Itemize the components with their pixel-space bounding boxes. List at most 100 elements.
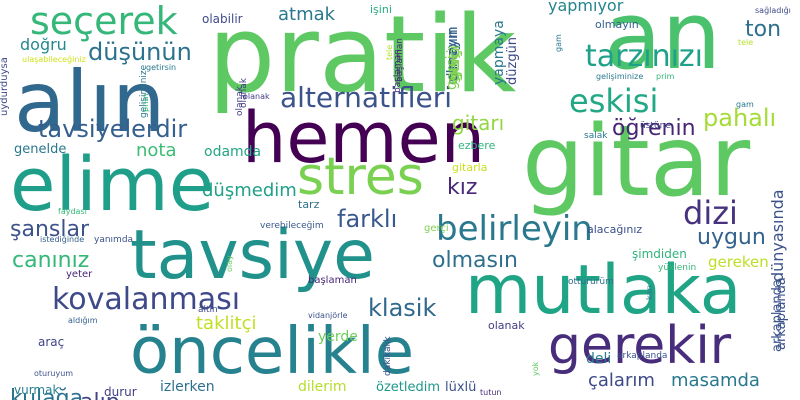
word-ton: ton [745,17,782,42]
word-ulasabileceginiz: tutun [480,388,502,397]
word-getirsin: istediğinde [40,235,85,244]
word-tavsiye: tavsiye [130,216,375,295]
word-izlerken: izlerken [160,379,215,395]
word-klasik: klasik [368,294,437,322]
word-dusunun: düşünün [88,38,192,66]
word-senedir: tele [738,38,754,47]
word-hemen: hemen [242,97,486,179]
word-belirleyin: belirleyin [436,209,593,249]
word-olmayin: düzgün [505,36,520,85]
word-gerci: gerçi [444,55,460,90]
word-gitar: gitar [522,105,751,219]
word-yapmaya: yapmaya [491,20,507,85]
word-sagladigi: gelişiminize [596,72,644,81]
word-olabilir: olabilir [202,12,243,26]
word-arac: araç [38,335,65,349]
word-oncelikle: öncelikle [130,315,415,389]
word-isini: işini [370,3,392,16]
word-genelde: genelde [14,142,67,157]
word-ottururum: verebileceğim [260,221,324,231]
word-baslaman: başlaman [393,49,403,93]
word-stres: stres [297,147,424,207]
word-yanimda: arkaplanda [617,351,668,361]
word-pahali: pahalı [703,104,777,132]
word-olanak: olanak [239,78,249,108]
word-duzgun: olmayın [595,18,639,31]
word-gelisiminize: uydurduysa [0,57,10,116]
word-tarzinizi: tarzınızı [585,39,703,74]
word-elime: elime [10,142,215,228]
word-diyenlerin: gam [736,100,754,109]
word-eskisi: eskisi [569,82,659,120]
word-dilerim: dilerim [298,379,347,395]
word-olanak: olanak [243,92,270,101]
word-dakikalik: dakikalık [383,336,393,376]
word-yapmiyor: yapmıyor [548,0,624,15]
word-prim: prim [141,93,150,112]
word-yerde: yerde [318,329,358,345]
word-dusmedim: düşmedim [202,180,297,201]
word-an: an [604,0,722,91]
word-alternatifleri: alternatifleri [280,81,452,114]
word-gam: gam [554,34,563,52]
word-gereken: gereken [708,253,769,271]
word-tavsiyelerdir: tavsiyelerdir [38,115,188,143]
word-caniniz: canınız [12,248,90,273]
word-gerekir: gerekir [548,316,732,376]
word-uygun: uygun [697,225,766,250]
word-aldigim: yeter [66,269,93,280]
word-dunyasinda: dünyasında [768,189,787,282]
word-vidanjorle: yanımda [94,235,134,245]
word-taklitci: taklitçi [196,313,257,334]
word-tarz: tarz [298,198,320,211]
word-alin: alın [14,53,166,151]
word-deli: deli [586,351,612,367]
word-kulaga: kulağa [10,386,84,400]
word-mutlaka: mutlaka [465,251,742,330]
word-kiz: kız [447,175,478,200]
word-sanslar: şanslar [10,217,89,242]
word-olmasin: olmasın [432,248,519,273]
word-verebilecegim: gerçi [424,223,449,234]
word-durur: durur [104,385,137,399]
word-ogrenin: öğrenin [612,116,696,141]
word-gitmeyin: prim [656,72,675,81]
word-pratik: pratik [208,0,517,116]
word-ezbere: ezbere [458,139,496,152]
word-secerek: seçerek [30,0,178,43]
word-nota: nota [136,140,177,161]
word-kovalanmasi: kovalanması [52,282,241,317]
word-tutun: oturuyum [34,369,74,378]
word-ozetledim: özetledim [376,380,441,395]
word-gitari: gitarı [452,111,505,135]
word-yeter: salak [584,131,608,141]
word-tele: tele [385,44,394,60]
word-luxlu: lüxlü [445,380,477,395]
word-faydasi: vidanjörle [308,311,348,320]
word-beklemeyin: getirsin [146,63,177,72]
word-calamiyorum: başlaman [308,275,357,286]
word-altin: üstüne [640,121,671,131]
word-odamda: odamda [204,144,262,160]
word-ustune: ottürürüm [568,277,614,287]
word-arkaplanda: arkaplanda [770,279,785,352]
word-istedigininde: aldığım [68,316,98,325]
word-uydurduysa: ulaşabileceğiniz [22,55,86,64]
word-farkli: farklı [337,205,398,233]
word-alacaginiz: alacağınız [587,223,643,236]
word-dogru: doğru [20,35,67,54]
word-simdiden: şimdiden [632,247,687,261]
word-kari: karı [645,285,654,300]
word-yuklenin: olanak [488,319,525,332]
word-olay: olay [225,255,234,272]
word-alip: alıp [80,392,120,400]
word-atmak: atmak [278,4,336,25]
word-asiri: sağladığı [755,6,791,15]
word-oturuyum: altın [198,305,218,315]
word-vurmak: vurmak [14,383,60,397]
word-dizi: dizi [683,194,738,232]
word-elinize: faydası [58,207,87,216]
word-masamda: masamda [671,370,760,391]
word-gitarla: gitarla [452,161,488,174]
